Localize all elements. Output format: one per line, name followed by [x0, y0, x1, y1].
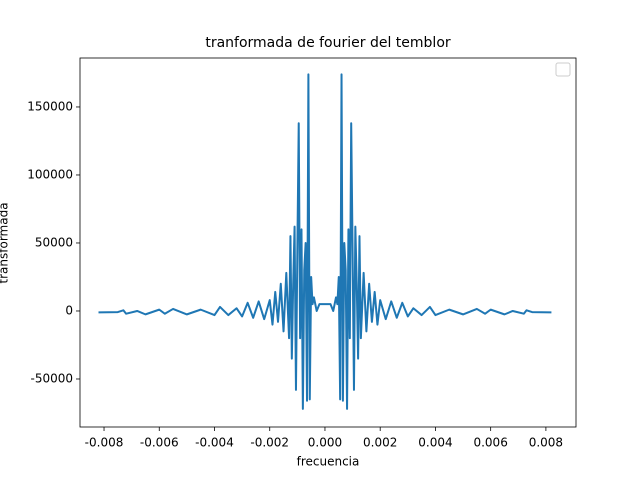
plot-frame	[79, 57, 577, 428]
x-tick-label: 0.000	[308, 436, 342, 450]
x-tick-label: 0.008	[529, 436, 563, 450]
x-tick-label: 0.006	[473, 436, 507, 450]
y-tick-label: 100000	[27, 167, 73, 181]
y-tick-label: 50000	[35, 235, 73, 249]
y-tick-label: 150000	[27, 99, 73, 113]
y-tick-label: 0	[65, 303, 73, 317]
chart-title: tranformada de fourier del temblor	[205, 35, 451, 51]
x-tick-label: -0.004	[195, 436, 234, 450]
x-tick-label: 0.004	[418, 436, 452, 450]
x-tick-label: -0.006	[140, 436, 179, 450]
data-line	[98, 73, 552, 410]
x-tick-label: -0.002	[250, 436, 289, 450]
legend-box	[555, 62, 571, 77]
y-axis-label: transformada	[0, 202, 11, 283]
x-tick-label: 0.002	[363, 436, 397, 450]
y-tick-label: -50000	[30, 371, 73, 385]
x-tick-label: -0.008	[85, 436, 124, 450]
x-axis-label: frecuencia	[297, 455, 360, 469]
